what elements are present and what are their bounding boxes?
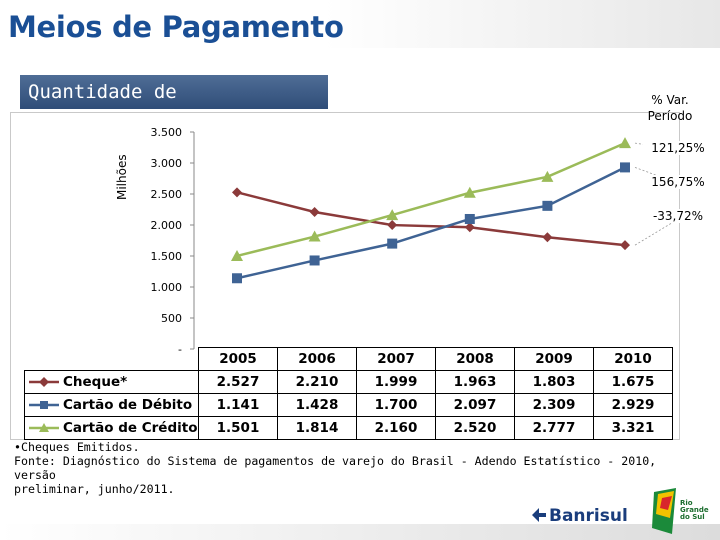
data-point: [387, 220, 398, 231]
y-tick-label: 3.500: [151, 126, 183, 139]
table-cell: 1.501: [198, 416, 278, 440]
table-cell: 2.309: [514, 393, 594, 417]
y-tick-label: 500: [161, 312, 182, 325]
table-cell: 1.803: [514, 370, 594, 394]
table-header-year: 2010: [593, 347, 673, 371]
data-point: [542, 200, 553, 211]
data-point: [387, 238, 398, 249]
variation-cheque: -33,72%: [643, 209, 713, 223]
table-header-year: 2007: [356, 347, 436, 371]
series-label-cheque: Cheque*: [24, 370, 199, 394]
cheque-legend-key-icon: [29, 377, 59, 387]
series-name-cheque: Cheque*: [63, 374, 128, 390]
table-header-row: 2005 2006 2007 2008 2009 2010: [25, 347, 673, 371]
rio-grande-do-sul-flag-icon: [652, 488, 676, 534]
footnote-line: •Cheques Emitidos.: [14, 440, 140, 454]
data-table: 2005 2006 2007 2008 2009 2010 Cheque* 2.…: [24, 347, 673, 440]
table-cell: 2.527: [198, 370, 278, 394]
banrisul-logo-icon: [532, 508, 546, 522]
data-point: [232, 187, 242, 198]
footnote-line: preliminar, junho/2011.: [14, 482, 175, 496]
data-point: [464, 213, 475, 224]
credito-legend-key-icon: [29, 423, 59, 432]
footnote-line: Fonte: Diagnóstico do Sistema de pagamen…: [14, 454, 657, 482]
bottom-bar: [0, 524, 720, 540]
data-point: [620, 240, 630, 251]
chart-subtitle: Quantidade de: [20, 75, 328, 109]
table-row-debito: Cartão de Débito 1.141 1.428 1.700 2.097…: [24, 393, 673, 417]
table-cell: 1.428: [277, 393, 357, 417]
table-header-year: 2009: [514, 347, 594, 371]
table-cell: 1.675: [593, 370, 673, 394]
y-tick-label: 1.500: [151, 250, 183, 263]
table-cell: 1.963: [435, 370, 515, 394]
series-label-debito: Cartão de Débito: [24, 393, 199, 417]
table-header-year: 2005: [198, 347, 278, 371]
table-row-cheque: Cheque* 2.527 2.210 1.999 1.963 1.803 1.…: [24, 370, 673, 394]
title-band: [0, 0, 720, 48]
y-tick-label: 3.000: [151, 157, 183, 170]
table-corner: [25, 348, 199, 371]
y-tick-label: 2.500: [151, 188, 183, 201]
series-label-credito: Cartão de Crédito: [24, 416, 199, 440]
series-name-credito: Cartão de Crédito: [63, 420, 198, 436]
data-point: [386, 209, 399, 221]
data-point: [464, 222, 475, 233]
data-point: [620, 162, 630, 173]
table-cell: 3.321: [593, 416, 673, 440]
table-cell: 2.097: [435, 393, 515, 417]
table-cell: 2.777: [514, 416, 594, 440]
series-line-2: [236, 141, 626, 258]
state-logo-text: Rio Grande do Sul: [680, 499, 709, 521]
data-point: [619, 137, 631, 149]
series-line-1: [236, 166, 626, 280]
page-title: Meios de Pagamento: [8, 10, 344, 44]
variation-debito: 156,75%: [643, 175, 713, 189]
y-axis-label: Milhões: [115, 154, 129, 200]
series-name-debito: Cartão de Débito: [63, 397, 193, 413]
variation-header: % Var. Período: [647, 93, 693, 123]
y-tick-label: 1.000: [151, 281, 183, 294]
debito-legend-key-icon: [29, 401, 59, 409]
footnote: •Cheques Emitidos. Fonte: Diagnóstico do…: [14, 440, 674, 496]
table-header-year: 2006: [277, 347, 357, 371]
table-cell: 2.210: [277, 370, 357, 394]
data-point: [309, 255, 320, 266]
data-point: [541, 170, 554, 182]
data-point: [308, 230, 321, 242]
series-line-0: [236, 191, 626, 247]
table-cell: 2.160: [356, 416, 436, 440]
data-point: [232, 273, 242, 284]
data-point: [309, 206, 320, 217]
table-cell: 1.141: [198, 393, 278, 417]
table-row-credito: Cartão de Crédito 1.501 1.814 2.160 2.52…: [24, 416, 673, 440]
table-cell: 2.520: [435, 416, 515, 440]
table-cell: 1.999: [356, 370, 436, 394]
data-point: [231, 249, 243, 261]
banrisul-brand: Banrisul: [532, 506, 628, 526]
table-cell: 1.700: [356, 393, 436, 417]
table-cell: 2.929: [593, 393, 673, 417]
data-point: [463, 186, 476, 198]
table-cell: 1.814: [277, 416, 357, 440]
table-header-year: 2008: [435, 347, 515, 371]
variation-credito: 121,25%: [643, 141, 713, 155]
y-tick-label: -: [178, 343, 182, 356]
variation-connector: [634, 217, 681, 246]
y-tick-label: 2.000: [151, 219, 183, 232]
brand-name: Banrisul: [549, 506, 628, 526]
data-point: [542, 232, 553, 243]
